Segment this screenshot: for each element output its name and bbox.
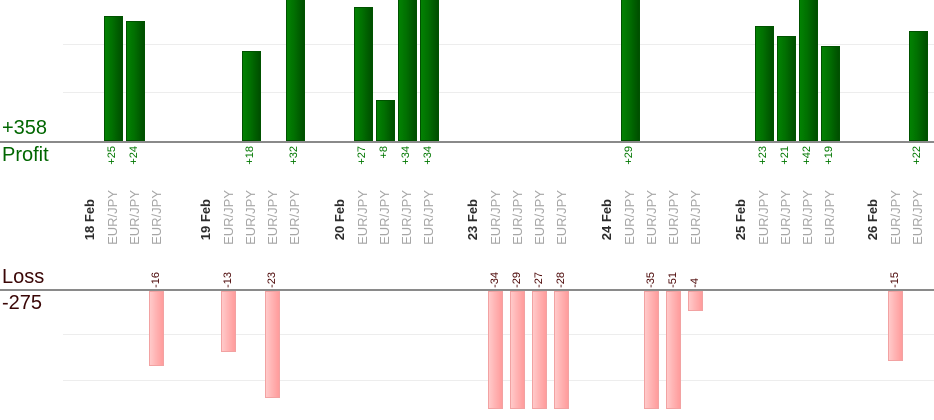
loss-value-label: -4	[689, 278, 701, 288]
date-label: 24 Feb	[599, 198, 614, 240]
profit-value-label: +25	[106, 146, 118, 165]
symbol-label: EUR/JPY	[910, 190, 925, 245]
profit-bar	[286, 0, 305, 141]
loss-value-label: -34	[489, 272, 501, 288]
profit-value-label: +32	[288, 146, 300, 165]
profit-bar	[821, 46, 840, 141]
profit-bar	[755, 26, 774, 141]
profit-value-label: +19	[823, 146, 835, 165]
profit-bar	[621, 0, 640, 141]
profit-value-label: +42	[801, 146, 813, 165]
loss-bar	[688, 291, 703, 311]
loss-bar	[532, 291, 547, 409]
profit-value-label: +27	[356, 146, 368, 165]
date-label: 25 Feb	[733, 198, 748, 240]
symbol-label: EUR/JPY	[888, 190, 903, 245]
profit-gridline-20	[63, 44, 934, 45]
symbol-label: EUR/JPY	[688, 190, 703, 245]
profit-bar	[104, 16, 123, 141]
profit-bar	[242, 51, 261, 141]
profit-bar	[777, 36, 796, 141]
loss-bar	[265, 291, 280, 398]
loss-value-label: -13	[222, 272, 234, 288]
loss-value-label: -35	[645, 272, 657, 288]
loss-bar	[554, 291, 569, 409]
loss-bar	[888, 291, 903, 361]
symbol-label: EUR/JPY	[127, 190, 142, 245]
symbol-label: EUR/JPY	[510, 190, 525, 245]
loss-bar	[644, 291, 659, 409]
symbol-label: EUR/JPY	[822, 190, 837, 245]
symbol-label: EUR/JPY	[421, 190, 436, 245]
symbol-label: EUR/JPY	[265, 190, 280, 245]
profit-value-label: +29	[623, 146, 635, 165]
loss-bar	[149, 291, 164, 366]
loss-value-label: -16	[150, 272, 162, 288]
loss-bar	[488, 291, 503, 409]
profit-bar	[376, 100, 395, 141]
profit-gridline-10	[63, 92, 934, 93]
profit-bar	[420, 0, 439, 141]
profit-value-label: +8	[378, 146, 390, 159]
symbol-label: EUR/JPY	[243, 190, 258, 245]
profit-bar	[126, 21, 145, 141]
date-label: 20 Feb	[332, 198, 347, 240]
symbol-label: EUR/JPY	[778, 190, 793, 245]
loss-bar	[666, 291, 681, 409]
profit-value-label: +34	[400, 146, 412, 165]
profit-value-label: +22	[911, 146, 923, 165]
symbol-label: EUR/JPY	[377, 190, 392, 245]
date-label: 18 Feb	[82, 198, 97, 240]
profit-axis-title: Profit	[2, 144, 49, 166]
symbol-label: EUR/JPY	[666, 190, 681, 245]
loss-value-label: -29	[511, 272, 523, 288]
profit-bar	[799, 0, 818, 141]
loss-value-label: -27	[533, 272, 545, 288]
loss-bar	[221, 291, 236, 352]
loss-axis-title: Loss	[2, 266, 45, 288]
loss-axis-line	[0, 289, 934, 291]
symbol-label: EUR/JPY	[532, 190, 547, 245]
loss-total-label: -275	[2, 292, 43, 314]
symbol-label: EUR/JPY	[644, 190, 659, 245]
symbol-label: EUR/JPY	[800, 190, 815, 245]
profit-bar	[909, 31, 928, 141]
profit-value-label: +24	[128, 146, 140, 165]
profit-bar	[354, 7, 373, 141]
symbol-label: EUR/JPY	[355, 190, 370, 245]
symbol-label: EUR/JPY	[221, 190, 236, 245]
profit-value-label: +21	[779, 146, 791, 165]
profit-bar	[398, 0, 417, 141]
symbol-label: EUR/JPY	[287, 190, 302, 245]
symbol-label: EUR/JPY	[554, 190, 569, 245]
loss-value-label: -15	[889, 272, 901, 288]
loss-value-label: -23	[266, 272, 278, 288]
symbol-label: EUR/JPY	[105, 190, 120, 245]
profit-value-label: +23	[757, 146, 769, 165]
symbol-label: EUR/JPY	[756, 190, 771, 245]
profit-total-label: +358	[2, 117, 48, 139]
date-label: 26 Feb	[865, 198, 880, 240]
date-label: 23 Feb	[465, 198, 480, 240]
profit-value-label: +18	[244, 146, 256, 165]
loss-bar	[510, 291, 525, 409]
date-label: 19 Feb	[198, 198, 213, 240]
symbol-label: EUR/JPY	[399, 190, 414, 245]
loss-value-label: -28	[555, 272, 567, 288]
symbol-label: EUR/JPY	[149, 190, 164, 245]
symbol-label: EUR/JPY	[488, 190, 503, 245]
loss-value-label: -51	[667, 272, 679, 288]
profit-value-label: +34	[422, 146, 434, 165]
profit-axis-line	[0, 141, 934, 143]
symbol-label: EUR/JPY	[622, 190, 637, 245]
